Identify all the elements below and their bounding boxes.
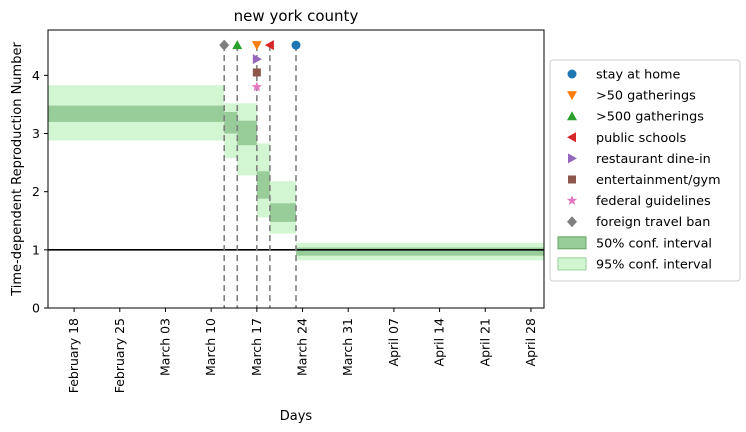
legend-swatch: [557, 257, 587, 271]
y-axis-label: Time-dependent Reproduction Number: [10, 42, 25, 297]
legend-label: public schools: [596, 131, 687, 146]
x-tick-label: April 07: [386, 318, 401, 366]
ci50-band-4: [269, 203, 296, 222]
plot-frame: [47, 29, 545, 309]
legend-marker: [567, 216, 577, 228]
x-tick-label: April 28: [523, 318, 538, 366]
y-tick-label: 1: [32, 242, 40, 257]
y-tick-label: 2: [32, 184, 40, 199]
legend-swatch: [557, 236, 587, 250]
intervention-marker-entertainment-gym: [252, 68, 261, 77]
intervention-marker-50-gatherings: [251, 41, 262, 51]
intervention-marker-foreign-travel-ban: [219, 39, 230, 51]
intervention-marker-public-schools: [264, 40, 274, 51]
intervention-marker-layer: [219, 39, 301, 92]
legend-label: federal guidelines: [596, 194, 711, 209]
intervention-marker-500-gatherings: [232, 40, 243, 50]
x-tick-label: April 21: [477, 318, 492, 366]
ci50-band-3: [256, 171, 270, 199]
legend-label: 95% conf. interval: [596, 257, 712, 272]
x-tick-label: February 25: [112, 318, 127, 393]
legend-label: stay at home: [596, 68, 681, 83]
x-axis-ticks: February 18 February 25 March 03 March 10 Ma…: [66, 308, 538, 393]
legend-label: >50 gatherings: [596, 89, 696, 104]
y-tick-label: 3: [32, 126, 40, 141]
legend: stay at home >50 gatherings >500 gathering…: [549, 59, 741, 282]
y-tick-label: 4: [32, 68, 40, 83]
intervention-marker-federal-guidelines: [251, 81, 263, 92]
x-tick-label: March 17: [249, 318, 264, 376]
x-tick-label: March 03: [157, 318, 172, 376]
y-axis-ticks: 0 1 2 3 4: [32, 68, 48, 316]
ci50-layer: [48, 105, 544, 256]
x-tick-label: March 31: [340, 318, 355, 376]
y-tick-label: 0: [32, 301, 40, 316]
x-tick-label: February 18: [66, 318, 81, 393]
legend-marker: [567, 91, 577, 101]
legend-marker: [566, 195, 578, 206]
legend-label: 50% conf. interval: [596, 236, 712, 251]
ci50-band-0: [48, 105, 225, 122]
legend-label: >500 gatherings: [596, 110, 704, 125]
chart-title: new york county: [234, 7, 359, 25]
legend-label: foreign travel ban: [596, 215, 710, 230]
x-tick-label: April 14: [432, 318, 447, 366]
legend-marker: [567, 111, 577, 121]
ci50-band-1: [224, 112, 238, 134]
legend-box: [549, 59, 741, 282]
ci50-band-5: [296, 247, 544, 256]
legend-label: entertainment/gym: [596, 173, 721, 188]
legend-marker: [568, 153, 577, 164]
legend-label: restaurant dine-in: [596, 152, 711, 167]
x-tick-label: March 24: [295, 318, 310, 376]
legend-marker: [567, 132, 576, 143]
legend-marker: [568, 175, 576, 184]
ci50-band-2: [237, 120, 257, 146]
x-tick-label: March 10: [203, 318, 218, 376]
intervention-marker-restaurant-dine-in: [252, 54, 262, 65]
intervention-marker-stay-at-home: [291, 40, 301, 50]
x-axis-label: Days: [280, 409, 313, 424]
legend-marker: [567, 69, 577, 79]
